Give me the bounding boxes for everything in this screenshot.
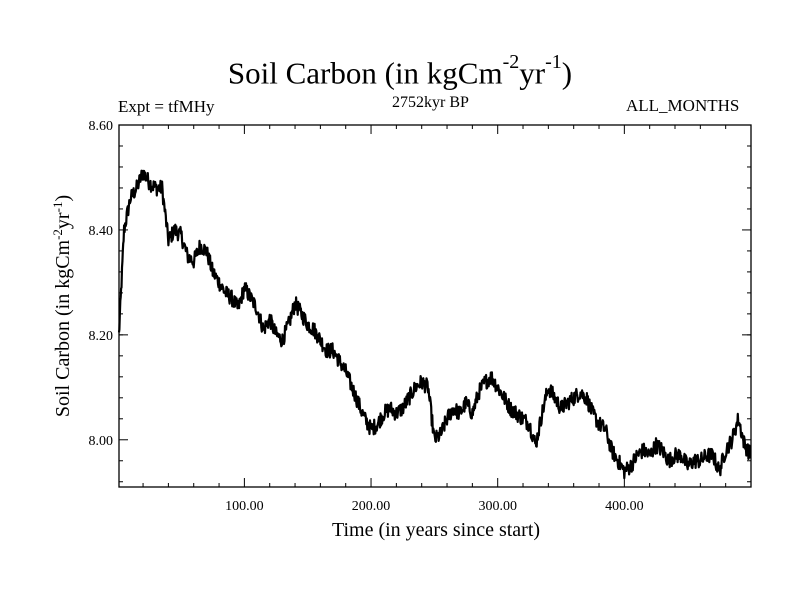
y-tick-label: 8.00 — [89, 434, 114, 449]
x-tick-label: 300.00 — [478, 499, 517, 514]
x-axis-label: Time (in years since start) — [332, 519, 540, 541]
chart-title: Soil Carbon (in kgCm-2yr-1) — [227, 51, 573, 91]
chart-subtitle: 2752kyr BP — [392, 94, 469, 111]
y-axis-label: Soil Carbon (in kgCm-2yr-1) — [50, 195, 74, 417]
experiment-label: Expt = tfMHy — [118, 97, 215, 116]
x-tick-label: 200.00 — [352, 499, 391, 514]
data-layer — [117, 169, 752, 480]
x-tick-label: 100.00 — [225, 499, 264, 514]
months-label: ALL_MONTHS — [626, 96, 740, 115]
y-tick-label: 8.40 — [89, 224, 114, 239]
plot-frame — [118, 124, 752, 488]
x-tick-label: 400.00 — [605, 499, 644, 514]
series-line — [117, 169, 752, 480]
y-tick-label: 8.20 — [89, 329, 114, 344]
tick-layer: 100.00 200.00 300.00 400.00 8.00 8.20 8.40 8.60 — [89, 119, 751, 514]
y-tick-label: 8.60 — [89, 119, 114, 134]
